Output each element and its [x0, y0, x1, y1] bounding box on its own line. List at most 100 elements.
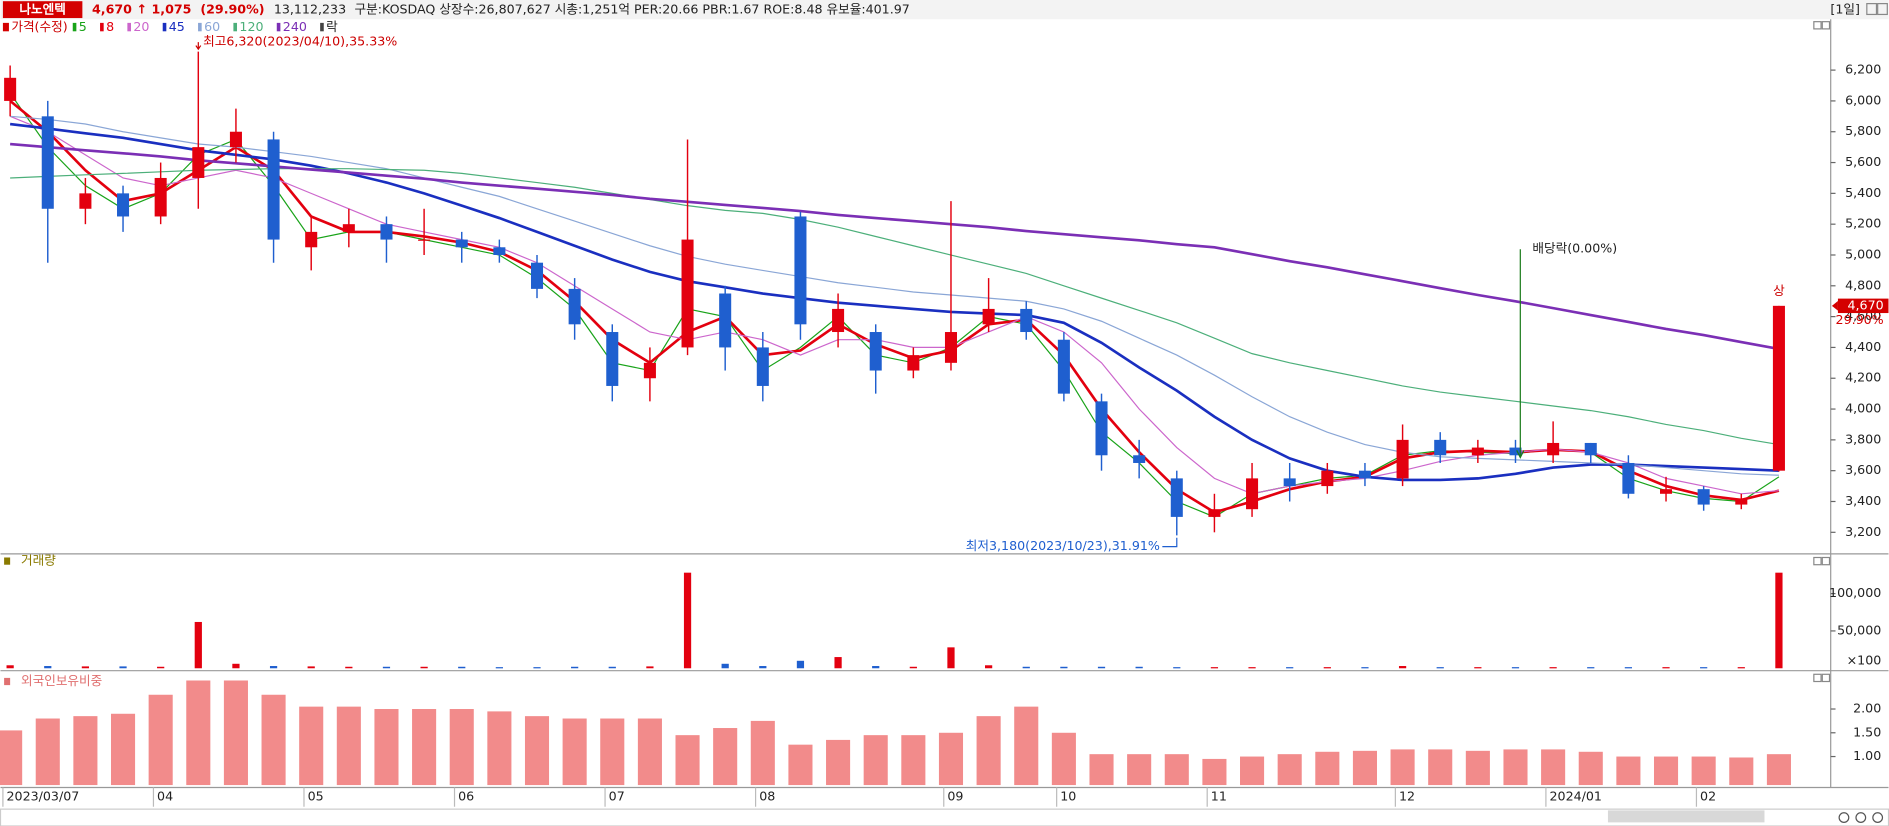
candle-body: [1208, 509, 1221, 517]
candle-body: [4, 77, 17, 101]
bar: [683, 572, 692, 669]
candle-body: [192, 147, 205, 178]
bar: [1051, 732, 1076, 786]
legend-swatch: [162, 22, 167, 32]
bar: [1286, 667, 1294, 669]
y-tick-label: 6,000: [1845, 92, 1881, 107]
bar: [1587, 667, 1595, 669]
legend-swatch: [320, 22, 324, 32]
moving-average: [10, 142, 1780, 351]
candle-body: [1547, 442, 1560, 456]
x-tick-label: 06: [458, 789, 474, 804]
window-button[interactable]: [1877, 3, 1888, 16]
candle-body: [1735, 498, 1748, 505]
scrollbar-thumb[interactable]: [1607, 810, 1765, 823]
bar: [1729, 757, 1754, 786]
y-tick-label: 6,200: [1845, 62, 1881, 77]
change-pct: (29.90%): [200, 2, 264, 17]
bar: [1173, 667, 1181, 669]
legend-item: 60: [204, 19, 220, 34]
bar: [1691, 756, 1716, 786]
bar: [232, 663, 240, 669]
bar: [44, 666, 52, 669]
stock-info: 구분:KOSDAQ 상장수:26,807,627 시총:1,251억 PER:2…: [355, 2, 910, 17]
bar: [938, 732, 964, 786]
y-tick-label: 3,400: [1845, 493, 1881, 508]
y-tick-label: 5,600: [1845, 154, 1881, 169]
bar: [1323, 667, 1331, 669]
bar: [1127, 754, 1152, 786]
pane-button: [1821, 673, 1831, 683]
x-tick-label: 04: [157, 789, 173, 804]
bar: [1503, 749, 1528, 786]
bar: [420, 666, 428, 669]
bar: [1624, 667, 1633, 669]
bar: [336, 706, 361, 786]
bar: [261, 694, 286, 786]
bar: [1549, 667, 1557, 669]
bar: [646, 666, 654, 669]
bar: [600, 718, 625, 786]
bar: [1653, 756, 1679, 786]
legend-swatch: [127, 22, 131, 32]
bar: [1465, 750, 1490, 786]
bar: [382, 666, 391, 669]
bar: [1541, 749, 1566, 786]
bar: [759, 666, 767, 669]
x-tick-label: 05: [308, 789, 324, 804]
zoom-icon[interactable]: [1855, 812, 1867, 823]
x-tick-label: 07: [609, 789, 625, 804]
bar: [1315, 751, 1340, 786]
x-tick-label: 12: [1399, 789, 1415, 804]
bar: [194, 621, 202, 669]
candle-body: [1283, 478, 1296, 487]
stock-name: 나노엔텍: [19, 2, 65, 17]
y-tick-label: 1.50: [1853, 724, 1881, 739]
y-tick-label: 3,200: [1845, 524, 1881, 539]
bar: [1022, 666, 1030, 669]
candle-body: [455, 239, 468, 248]
zoom-icon[interactable]: [1872, 812, 1884, 823]
zoom-icon[interactable]: [1838, 812, 1850, 823]
candle-body: [869, 332, 882, 371]
bar: [299, 706, 324, 786]
bar: [1202, 758, 1227, 786]
bar: [1398, 666, 1407, 669]
bar: [412, 709, 437, 786]
legend-swatch: [198, 22, 202, 32]
x-tick-label: 08: [759, 789, 775, 804]
bar: [1775, 572, 1783, 669]
bar: [0, 730, 23, 786]
header-bar: [0, 0, 1889, 20]
candle-body: [681, 239, 694, 348]
legend-item: 45: [169, 19, 185, 34]
bar: [1766, 754, 1791, 786]
candle-body: [1358, 470, 1371, 479]
dividend-annotation: 배당락(0.00%): [1532, 241, 1617, 256]
candle-body: [41, 116, 54, 209]
candle-body: [380, 224, 393, 240]
annotation-arrow: [195, 42, 202, 51]
candle-body: [1509, 447, 1522, 456]
y-tick-label: 3,600: [1845, 462, 1881, 477]
moving-average: [9, 92, 1780, 518]
bar: [637, 718, 662, 786]
candle-body: [117, 193, 130, 217]
window-button[interactable]: [1866, 3, 1878, 16]
candle-body: [1471, 447, 1484, 456]
bar: [1390, 749, 1415, 786]
candle-body: [1584, 442, 1597, 456]
bar: [269, 666, 278, 669]
price-pointer: [1831, 301, 1838, 311]
legend-swatch: [2, 22, 9, 32]
candle-body: [832, 308, 845, 333]
pane-title: 거래량: [21, 553, 56, 568]
y-tick-label: 3,800: [1845, 431, 1881, 446]
bar: [495, 667, 503, 669]
stock-name-box[interactable]: [2, 1, 83, 19]
legend-item: 5: [79, 19, 87, 34]
period-button[interactable]: [1일]: [1830, 2, 1860, 17]
bar: [73, 716, 98, 786]
